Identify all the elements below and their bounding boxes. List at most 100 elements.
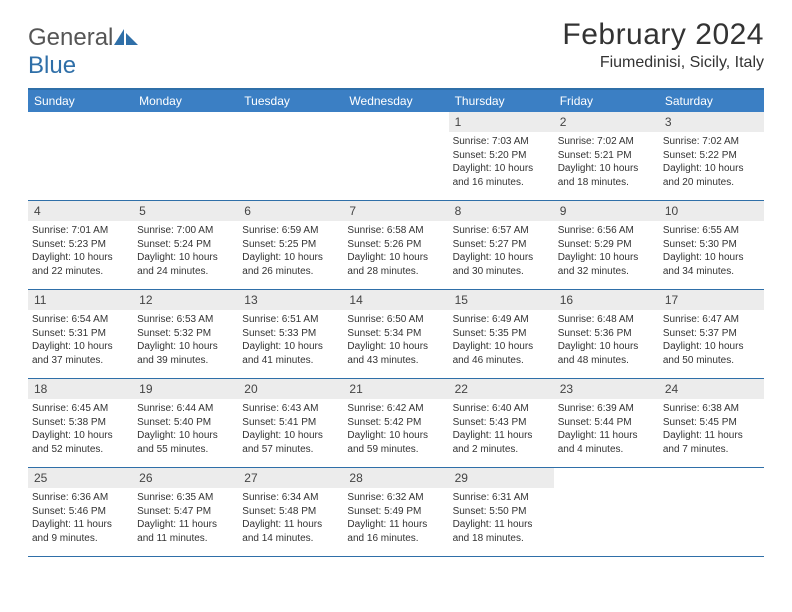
day-number: 4: [28, 201, 133, 221]
daylight-text: Daylight: 10 hours and 20 minutes.: [663, 162, 760, 189]
day-cell: [133, 112, 238, 200]
day-number: 9: [554, 201, 659, 221]
daylight-text: Daylight: 10 hours and 59 minutes.: [347, 429, 444, 456]
day-number: 26: [133, 468, 238, 488]
daylight-text: Daylight: 10 hours and 55 minutes.: [137, 429, 234, 456]
sunset-text: Sunset: 5:25 PM: [242, 238, 339, 252]
sunrise-text: Sunrise: 7:01 AM: [32, 224, 129, 238]
sunset-text: Sunset: 5:44 PM: [558, 416, 655, 430]
day-cell: 22Sunrise: 6:40 AMSunset: 5:43 PMDayligh…: [449, 379, 554, 467]
sunrise-text: Sunrise: 6:53 AM: [137, 313, 234, 327]
day-cell: 16Sunrise: 6:48 AMSunset: 5:36 PMDayligh…: [554, 290, 659, 378]
day-cell: 10Sunrise: 6:55 AMSunset: 5:30 PMDayligh…: [659, 201, 764, 289]
sunset-text: Sunset: 5:45 PM: [663, 416, 760, 430]
daylight-text: Daylight: 10 hours and 24 minutes.: [137, 251, 234, 278]
sunset-text: Sunset: 5:43 PM: [453, 416, 550, 430]
day-number: 14: [343, 290, 448, 310]
daylight-text: Daylight: 10 hours and 52 minutes.: [32, 429, 129, 456]
daylight-text: Daylight: 11 hours and 16 minutes.: [347, 518, 444, 545]
day-cell: 26Sunrise: 6:35 AMSunset: 5:47 PMDayligh…: [133, 468, 238, 556]
daylight-text: Daylight: 10 hours and 39 minutes.: [137, 340, 234, 367]
day-cell: 12Sunrise: 6:53 AMSunset: 5:32 PMDayligh…: [133, 290, 238, 378]
sunset-text: Sunset: 5:36 PM: [558, 327, 655, 341]
day-cell: 20Sunrise: 6:43 AMSunset: 5:41 PMDayligh…: [238, 379, 343, 467]
sunset-text: Sunset: 5:49 PM: [347, 505, 444, 519]
sunset-text: Sunset: 5:22 PM: [663, 149, 760, 163]
sunrise-text: Sunrise: 6:59 AM: [242, 224, 339, 238]
day-number: 16: [554, 290, 659, 310]
sunset-text: Sunset: 5:48 PM: [242, 505, 339, 519]
daylight-text: Daylight: 10 hours and 26 minutes.: [242, 251, 339, 278]
day-cell: 21Sunrise: 6:42 AMSunset: 5:42 PMDayligh…: [343, 379, 448, 467]
daylight-text: Daylight: 10 hours and 16 minutes.: [453, 162, 550, 189]
daylight-text: Daylight: 11 hours and 14 minutes.: [242, 518, 339, 545]
day-number: 11: [28, 290, 133, 310]
sunrise-text: Sunrise: 6:47 AM: [663, 313, 760, 327]
sunrise-text: Sunrise: 6:45 AM: [32, 402, 129, 416]
day-cell: 15Sunrise: 6:49 AMSunset: 5:35 PMDayligh…: [449, 290, 554, 378]
sunrise-text: Sunrise: 6:50 AM: [347, 313, 444, 327]
day-cell: [238, 112, 343, 200]
sunrise-text: Sunrise: 7:02 AM: [663, 135, 760, 149]
day-number: 27: [238, 468, 343, 488]
day-number: 23: [554, 379, 659, 399]
day-number: 2: [554, 112, 659, 132]
sunrise-text: Sunrise: 6:34 AM: [242, 491, 339, 505]
weeks-container: 1Sunrise: 7:03 AMSunset: 5:20 PMDaylight…: [28, 112, 764, 557]
sunrise-text: Sunrise: 6:57 AM: [453, 224, 550, 238]
sunset-text: Sunset: 5:40 PM: [137, 416, 234, 430]
sunrise-text: Sunrise: 7:03 AM: [453, 135, 550, 149]
sunrise-text: Sunrise: 6:36 AM: [32, 491, 129, 505]
sunrise-text: Sunrise: 6:44 AM: [137, 402, 234, 416]
sunset-text: Sunset: 5:50 PM: [453, 505, 550, 519]
sunset-text: Sunset: 5:35 PM: [453, 327, 550, 341]
sunset-text: Sunset: 5:23 PM: [32, 238, 129, 252]
day-number: 29: [449, 468, 554, 488]
day-cell: 29Sunrise: 6:31 AMSunset: 5:50 PMDayligh…: [449, 468, 554, 556]
calendar-page: General Blue February 2024 Fiumedinisi, …: [0, 0, 792, 575]
logo-text-2: Blue: [28, 52, 76, 79]
sunrise-text: Sunrise: 6:39 AM: [558, 402, 655, 416]
sunset-text: Sunset: 5:24 PM: [137, 238, 234, 252]
day-cell: 8Sunrise: 6:57 AMSunset: 5:27 PMDaylight…: [449, 201, 554, 289]
sunrise-text: Sunrise: 6:49 AM: [453, 313, 550, 327]
title-block: February 2024 Fiumedinisi, Sicily, Italy: [562, 18, 764, 72]
daylight-text: Daylight: 10 hours and 18 minutes.: [558, 162, 655, 189]
week-row: 4 Sunrise: 7:01 AMSunset: 5:23 PM Daylight…: [28, 201, 764, 290]
day-cell: 13Sunrise: 6:51 AMSunset: 5:33 PMDayligh…: [238, 290, 343, 378]
day-cell: 2Sunrise: 7:02 AMSunset: 5:21 PMDaylight…: [554, 112, 659, 200]
week-row: 11Sunrise: 6:54 AMSunset: 5:31 PMDayligh…: [28, 290, 764, 379]
day-cell: [343, 112, 448, 200]
sunset-text: Sunset: 5:21 PM: [558, 149, 655, 163]
sunrise-text: Sunrise: 6:35 AM: [137, 491, 234, 505]
sunset-text: Sunset: 5:37 PM: [663, 327, 760, 341]
day-number: 8: [449, 201, 554, 221]
sunset-text: Sunset: 5:47 PM: [137, 505, 234, 519]
day-header: Monday: [133, 90, 238, 112]
daylight-text: Daylight: 11 hours and 9 minutes.: [32, 518, 129, 545]
sunrise-text: Sunrise: 6:42 AM: [347, 402, 444, 416]
day-cell: 5Sunrise: 7:00 AMSunset: 5:24 PMDaylight…: [133, 201, 238, 289]
day-header: Saturday: [659, 90, 764, 112]
day-cell: 19Sunrise: 6:44 AMSunset: 5:40 PMDayligh…: [133, 379, 238, 467]
daylight-text: Daylight: 10 hours and 41 minutes.: [242, 340, 339, 367]
sunset-text: Sunset: 5:46 PM: [32, 505, 129, 519]
day-cell: 24Sunrise: 6:38 AMSunset: 5:45 PMDayligh…: [659, 379, 764, 467]
day-cell: 14Sunrise: 6:50 AMSunset: 5:34 PMDayligh…: [343, 290, 448, 378]
logo-text-1: General: [28, 24, 113, 51]
daylight-text: Daylight: 10 hours and 28 minutes.: [347, 251, 444, 278]
day-header: Wednesday: [343, 90, 448, 112]
sunset-text: Sunset: 5:31 PM: [32, 327, 129, 341]
day-cell: 1Sunrise: 7:03 AMSunset: 5:20 PMDaylight…: [449, 112, 554, 200]
day-cell: 11Sunrise: 6:54 AMSunset: 5:31 PMDayligh…: [28, 290, 133, 378]
day-header: Thursday: [449, 90, 554, 112]
sunrise-text: Sunrise: 6:40 AM: [453, 402, 550, 416]
day-number: 7: [343, 201, 448, 221]
day-number: 17: [659, 290, 764, 310]
daylight-text: Daylight: 10 hours and 48 minutes.: [558, 340, 655, 367]
day-number: 18: [28, 379, 133, 399]
sunset-text: Sunset: 5:26 PM: [347, 238, 444, 252]
logo-sail-icon: [114, 24, 138, 42]
sunset-text: Sunset: 5:20 PM: [453, 149, 550, 163]
daylight-text: Daylight: 10 hours and 30 minutes.: [453, 251, 550, 278]
